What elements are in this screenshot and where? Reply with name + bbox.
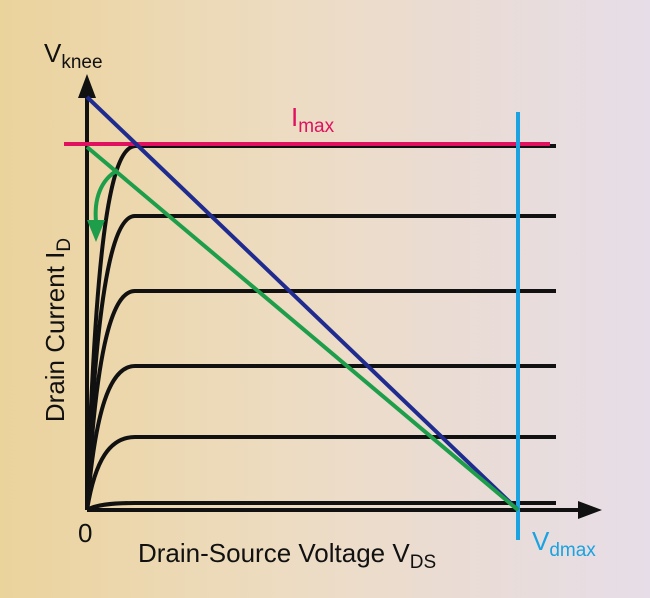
load-line-blue	[85, 95, 520, 512]
x-axis-arrowhead	[578, 501, 602, 519]
iv-curve-5	[85, 214, 556, 511]
vdmax-label: Vdmax	[532, 526, 596, 561]
imax-label: Imax	[291, 102, 335, 137]
knee-shift-arrow	[93, 168, 120, 223]
x-axis-label: Drain-Source Voltage VDS	[138, 538, 437, 573]
iv-curve-1	[85, 501, 556, 512]
iv-curve-3	[85, 364, 556, 511]
y-axis-label: Drain Current ID	[40, 237, 75, 423]
iv-curve-4	[85, 289, 556, 511]
y-axis-arrowhead	[78, 74, 96, 98]
iv-curve-6	[85, 144, 556, 511]
iv-curve-2	[85, 435, 556, 511]
origin-label: 0	[78, 518, 93, 548]
load-line-green	[85, 145, 520, 512]
knee-shift-arrowhead	[87, 220, 105, 242]
vknee-label: Vknee	[44, 38, 103, 73]
